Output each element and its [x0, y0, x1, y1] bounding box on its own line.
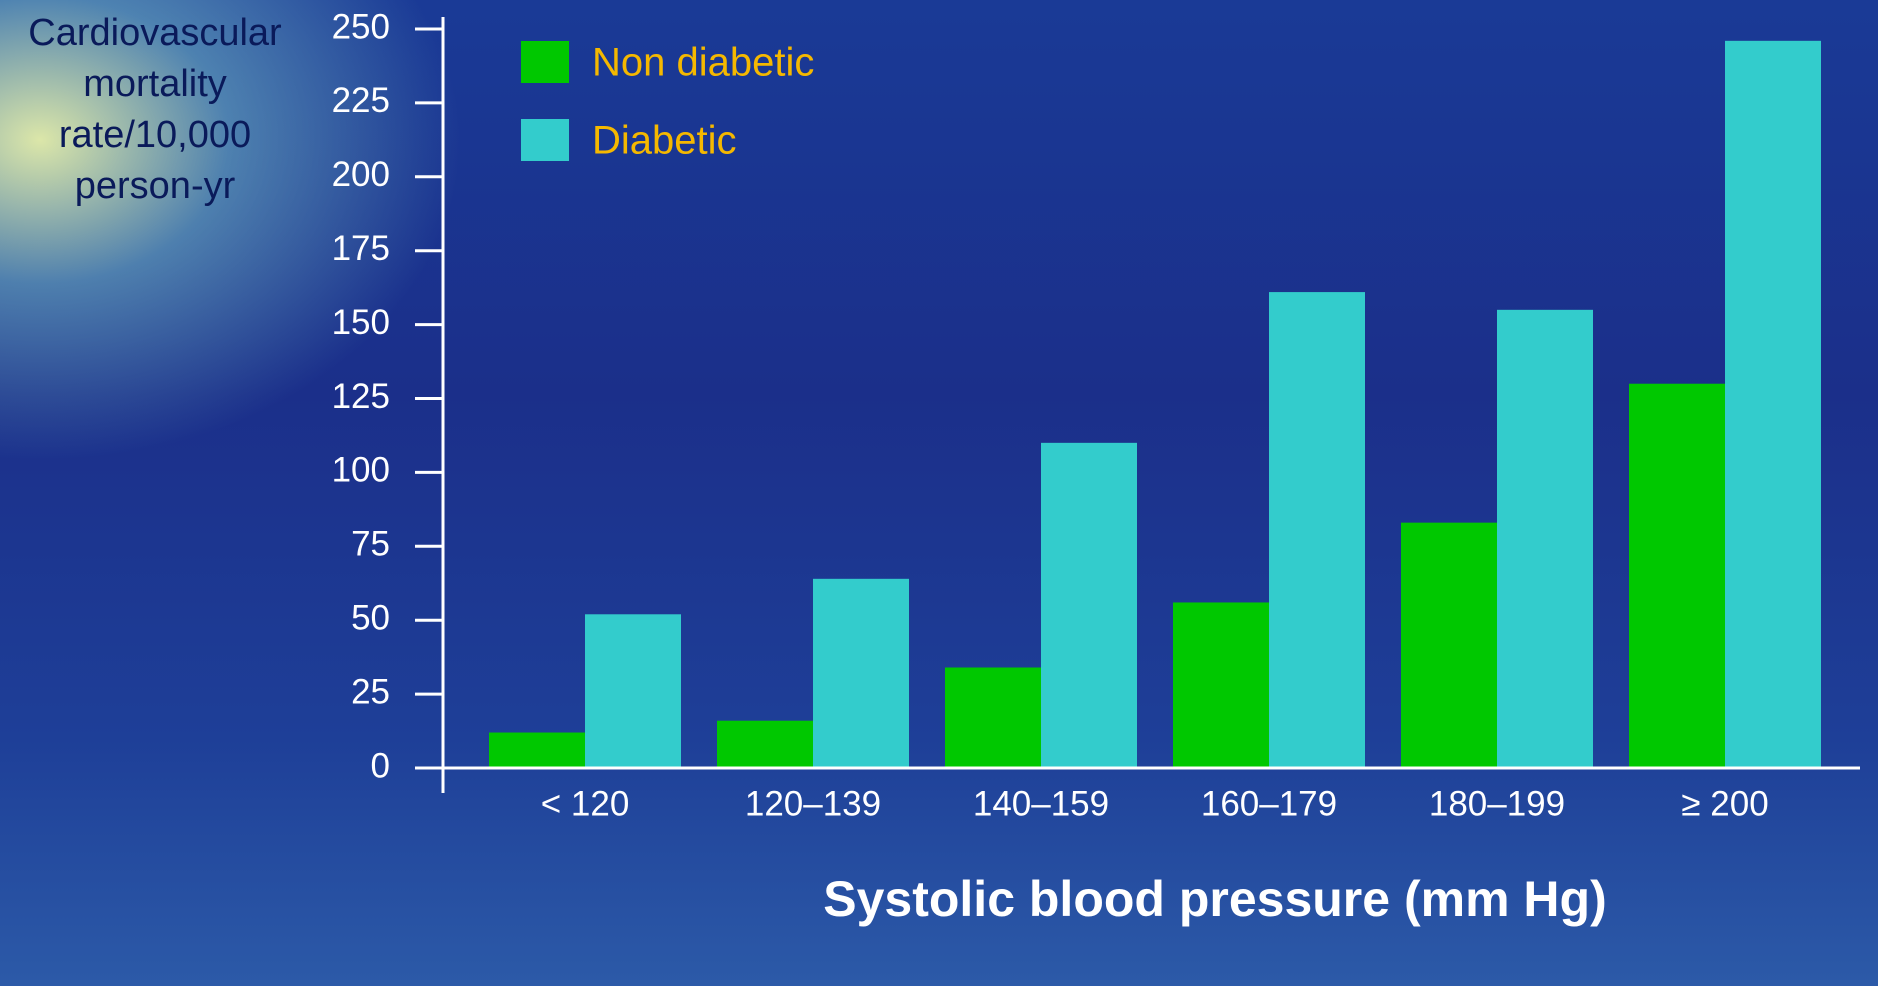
bar: [1629, 384, 1725, 768]
bar: [1725, 41, 1821, 768]
x-tick-label: 120–139: [745, 784, 881, 823]
bar: [945, 667, 1041, 768]
y-tick-label: 200: [332, 155, 390, 194]
legend-swatch: [521, 119, 569, 161]
y-tick-label: 100: [332, 451, 390, 490]
page: Cardiovascular mortality rate/10,000 per…: [0, 0, 1878, 986]
legend-label: Diabetic: [592, 119, 737, 163]
y-tick-label: 25: [351, 672, 390, 711]
bar: [489, 733, 585, 768]
bar: [1401, 523, 1497, 768]
y-tick-label: 75: [351, 525, 390, 564]
bar: [813, 579, 909, 768]
bar: [1497, 310, 1593, 768]
y-tick-label: 50: [351, 598, 390, 637]
bar: [717, 721, 813, 768]
bar: [585, 614, 681, 768]
y-tick-label: 0: [371, 746, 390, 785]
legend-label: Non diabetic: [592, 41, 814, 85]
bar: [1269, 292, 1365, 768]
x-tick-label: ≥ 200: [1681, 784, 1768, 823]
y-tick-label: 150: [332, 303, 390, 342]
x-tick-label: 160–179: [1201, 784, 1337, 823]
bar: [1041, 443, 1137, 768]
bar: [1173, 602, 1269, 768]
y-tick-label: 175: [332, 229, 390, 268]
x-tick-label: 140–159: [973, 784, 1109, 823]
legend-swatch: [521, 41, 569, 83]
y-tick-label: 250: [332, 7, 390, 46]
y-tick-label: 125: [332, 377, 390, 416]
y-tick-label: 225: [332, 81, 390, 120]
chart: 0 25 50 75 100 125 150 175 200 225 250 < 120 120–139…: [0, 0, 1878, 986]
x-tick-label: 180–199: [1429, 784, 1565, 823]
x-tick-label: < 120: [541, 784, 630, 823]
